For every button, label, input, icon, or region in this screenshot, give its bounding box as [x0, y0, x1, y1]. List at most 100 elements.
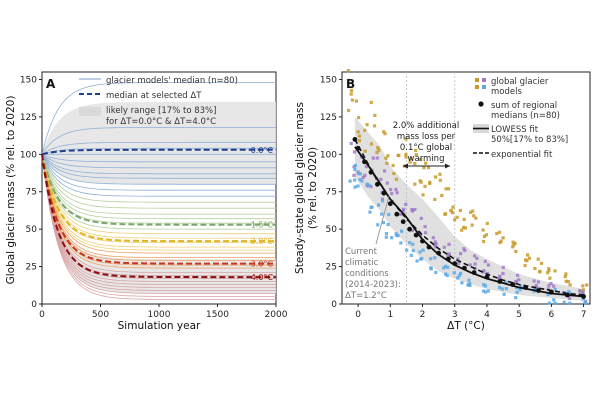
legend-b3-text-2: 50%[17% to 83%] [491, 135, 568, 145]
annotation-loss-line-2: mass loss per [397, 132, 456, 142]
scatter-point-orange [434, 175, 438, 179]
scatter-point-orange [440, 193, 444, 198]
scatter-point-purple [486, 271, 490, 275]
scatter-point-blue [353, 163, 357, 167]
scatter-point-purple [364, 165, 368, 169]
scatter-point-blue [457, 274, 462, 278]
scatter-point-orange [533, 266, 537, 271]
scatter-point-orange [581, 284, 585, 288]
scatter-point-orange [451, 205, 455, 209]
scatter-point-orange [438, 178, 442, 182]
model-median-line [41, 154, 276, 185]
x-tick-label: 6 [548, 310, 554, 320]
scatter-point-blue [546, 292, 550, 297]
y-tick-label: 75 [326, 188, 337, 198]
scatter-point-blue [420, 256, 424, 261]
model-median-line [41, 153, 276, 169]
scatter-point-blue [518, 288, 522, 292]
scatter-point-orange [548, 276, 552, 280]
model-median-line [41, 154, 276, 291]
scatter-point-purple [534, 284, 538, 288]
scatter-point-blue [429, 257, 433, 261]
scatter-point-orange [484, 233, 488, 237]
scatter-point-orange [585, 283, 589, 287]
scatter-point-purple [584, 299, 588, 303]
panel-a-axes: 0 500 1000 1500 2000 0 25 50 75 100 125 150 [20, 75, 288, 320]
scatter-point-blue [365, 182, 369, 186]
scatter-point-blue [399, 241, 403, 245]
scatter-point-purple [459, 252, 463, 256]
scatter-point-blue [500, 287, 504, 291]
x-tick-label: 4 [484, 310, 490, 320]
highlighted-median-4 [41, 154, 276, 279]
panel-b: 0 1 2 3 4 5 6 7 0 25 50 75 100 125 150 B global glacie… [294, 69, 591, 332]
scatter-point-blue [568, 301, 572, 305]
scatter-point-purple [578, 289, 582, 293]
scatter-point-purple [501, 272, 505, 276]
model-median-line [41, 154, 276, 262]
scatter-point-blue [418, 250, 422, 254]
model-median-line [41, 154, 276, 239]
regional-median-point [394, 211, 400, 217]
scatter-point-purple [383, 169, 387, 173]
scatter-point-orange [383, 132, 387, 136]
scatter-point-orange [373, 113, 377, 117]
x-tick-label: 5 [516, 310, 522, 320]
panel-a-ranges [42, 101, 276, 294]
scatter-point-blue [483, 284, 488, 288]
legend-a2-text: median at selected ΔT [106, 91, 202, 101]
scatter-point-orange [462, 217, 466, 221]
model-median-line [41, 154, 276, 203]
scatter-point-orange [369, 100, 373, 105]
scatter-point-blue [386, 223, 390, 227]
scatter-point-orange [357, 116, 361, 120]
scatter-point-blue [411, 242, 415, 246]
scatter-point-purple [514, 279, 518, 283]
scatter-point-orange [451, 211, 455, 215]
highlighted-median-3 [41, 154, 276, 265]
panel-a-xlabel: Simulation year [118, 320, 201, 332]
scatter-point-orange [511, 245, 515, 249]
panel-b-ylabel-2: (% rel. to 2020) [307, 147, 319, 229]
scatter-point-orange [404, 137, 408, 141]
scatter-point-purple [401, 208, 405, 212]
model-median-line [41, 154, 276, 220]
scatter-point-orange [449, 209, 453, 213]
panel-b-legend: global glacier models sum of regional me… [473, 77, 568, 160]
x-tick-label: 1 [387, 310, 393, 320]
legend-a1-text: glacier models' median (n=80) [106, 76, 238, 86]
scatter-point-orange [404, 152, 408, 157]
scatter-point-orange [526, 253, 530, 257]
model-median-line [41, 154, 276, 248]
y-tick-label: 0 [331, 300, 337, 310]
scatter-point-orange [553, 269, 557, 273]
highlighted-median-1 [41, 154, 276, 226]
scatter-point-blue [504, 287, 508, 291]
scatter-point-orange [469, 210, 473, 214]
scatter-point-orange [418, 179, 422, 183]
annotation-loss-arrowhead-left [403, 163, 408, 169]
scatter-point-purple [423, 225, 427, 229]
scatter-point-purple [581, 290, 585, 294]
scatter-point-blue [443, 264, 448, 268]
panel-a-ylabel: Global glacier mass (% rel. to 2020) [5, 96, 17, 285]
x-tick-label: 0 [39, 310, 45, 320]
x-tick-label: 0 [355, 310, 361, 320]
scatter-point-purple [552, 284, 556, 288]
scatter-point-purple [501, 265, 505, 269]
scatter-point-purple [567, 296, 572, 301]
annotation-loss-arrowhead-right [445, 163, 450, 169]
model-median-line [41, 154, 276, 224]
legend-a4-text: for ΔT=0.0°C & ΔT=4.0°C [106, 117, 216, 127]
scatter-point-purple [463, 248, 467, 253]
scatter-point-purple [446, 254, 450, 258]
scatter-point-blue [519, 284, 523, 289]
scatter-point-blue [421, 248, 425, 252]
model-median-line [41, 154, 276, 230]
panel-a-label: A [46, 77, 56, 91]
model-median-line [41, 154, 276, 280]
scatter-point-purple [516, 273, 520, 277]
scatter-point-blue [433, 256, 437, 260]
scatter-point-orange [499, 239, 503, 243]
scatter-point-purple [419, 216, 423, 220]
